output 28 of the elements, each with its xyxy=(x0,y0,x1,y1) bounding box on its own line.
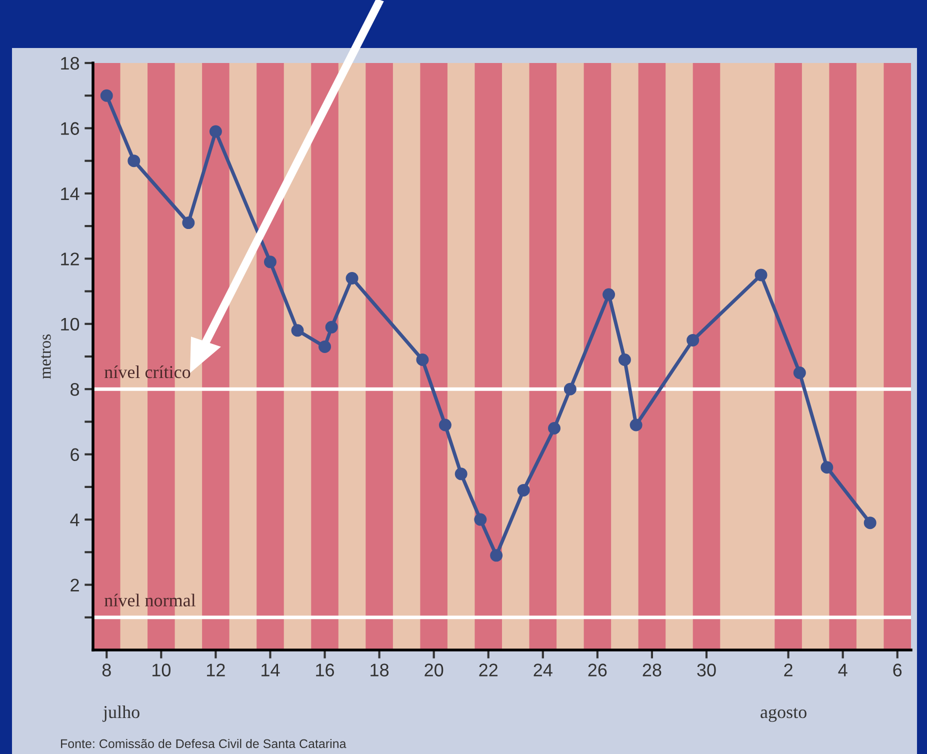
x-tick-label: 18 xyxy=(370,664,389,676)
x-tick-label: 8 xyxy=(102,664,111,676)
x-tick-label: 16 xyxy=(316,664,334,676)
x-tick-label: 10 xyxy=(152,664,171,676)
x-tick-label: 30 xyxy=(697,664,716,676)
x-tick-label: 26 xyxy=(588,664,607,676)
y-tick-label: 16 xyxy=(61,122,80,135)
x-tick-label: 12 xyxy=(207,664,225,676)
y-tick-label: 14 xyxy=(61,188,80,200)
y-tick-label: 4 xyxy=(70,514,80,526)
x-tick-label: 22 xyxy=(479,664,498,676)
y-tick-label: 18 xyxy=(61,56,80,70)
text: julho xyxy=(102,705,140,722)
x-tick-label: 28 xyxy=(642,664,662,676)
y-tick-label: 12 xyxy=(61,252,79,266)
y-tick-label: 10 xyxy=(61,318,80,331)
x-tick-label: 4 xyxy=(838,664,848,676)
x-tick-label: 14 xyxy=(262,664,280,676)
y-tick-label: 6 xyxy=(70,448,80,462)
source-note: Fonte: Comissão de Defesa Civil de Santa Catarina xyxy=(61,738,346,748)
x-tick-label: 6 xyxy=(893,664,902,676)
y-tick-label: 8 xyxy=(70,383,80,396)
y-axis-title: metros xyxy=(41,334,51,379)
x-tick-label: 24 xyxy=(534,664,552,676)
y-tick-label: 2 xyxy=(70,578,79,592)
text: agosto xyxy=(760,708,806,722)
x-tick-label: 2 xyxy=(784,664,792,676)
x-tick-label: 20 xyxy=(424,664,444,676)
